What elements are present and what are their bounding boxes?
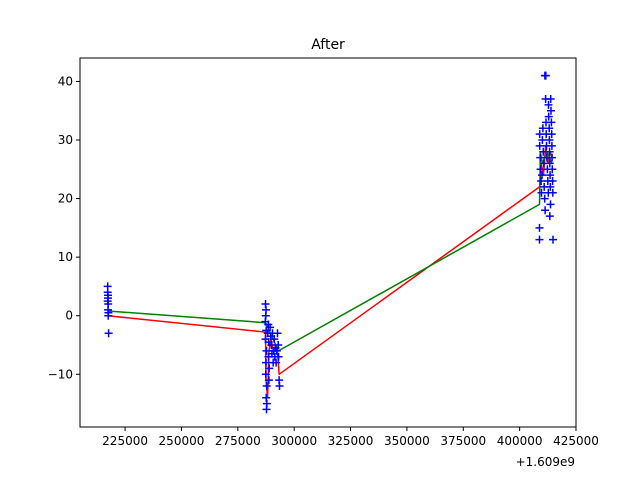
axes-frame xyxy=(79,57,577,428)
data-point xyxy=(536,153,545,162)
y-tick-label: 30 xyxy=(58,133,73,147)
x-tick-label: 300000 xyxy=(271,434,317,448)
data-point xyxy=(262,346,271,355)
data-point xyxy=(536,165,545,174)
data-point xyxy=(544,100,553,109)
x-tick-label: 400000 xyxy=(497,434,543,448)
x-axis-offset-label: +1.609e9 xyxy=(516,455,575,469)
data-point xyxy=(546,182,555,191)
data-point xyxy=(540,194,549,203)
x-tick-label: 225000 xyxy=(102,434,148,448)
data-point xyxy=(545,124,554,133)
data-point xyxy=(262,358,270,367)
data-point xyxy=(267,341,276,349)
data-point xyxy=(266,323,275,332)
x-tick-label: 250000 xyxy=(159,434,205,448)
data-point xyxy=(537,177,546,185)
data-point xyxy=(262,405,271,414)
data-point xyxy=(548,188,557,197)
data-point xyxy=(261,370,270,379)
data-point xyxy=(548,153,557,162)
data-point xyxy=(104,311,113,320)
data-point xyxy=(541,71,550,80)
data-point xyxy=(275,382,284,390)
data-point xyxy=(546,171,555,180)
data-point xyxy=(535,223,544,232)
axes: 225000 250000 275000 300000 325000 350000 3750… xyxy=(48,74,599,448)
data-point xyxy=(274,352,283,361)
y-tick-label: −10 xyxy=(48,367,73,381)
plot-area xyxy=(103,71,557,414)
data-point xyxy=(104,294,112,303)
data-point xyxy=(272,358,281,367)
data-point xyxy=(104,329,113,338)
x-tick-label: 275000 xyxy=(215,434,261,448)
data-point xyxy=(535,141,544,150)
data-point xyxy=(274,341,283,349)
data-point xyxy=(273,329,282,338)
data-point xyxy=(547,106,555,115)
data-point xyxy=(545,136,554,144)
data-point xyxy=(538,136,547,144)
data-point xyxy=(270,335,279,344)
data-point xyxy=(535,235,544,244)
data-point xyxy=(537,188,546,197)
chart-title: After xyxy=(311,37,345,53)
x-tick-label: 325000 xyxy=(328,434,374,448)
data-point xyxy=(545,159,554,168)
data-point xyxy=(272,346,281,355)
data-point xyxy=(538,171,546,180)
x-tick-label: 350000 xyxy=(384,434,430,448)
y-tick-label: 0 xyxy=(65,309,73,323)
data-point xyxy=(546,95,555,103)
data-point xyxy=(541,206,550,215)
data-point xyxy=(544,112,553,121)
y-tick-label: 10 xyxy=(58,250,73,264)
y-tick-label: 20 xyxy=(58,192,73,206)
data-point xyxy=(549,235,557,244)
data-point xyxy=(547,130,556,139)
data-point xyxy=(545,212,554,221)
data-point xyxy=(548,165,557,174)
data-point xyxy=(548,177,557,185)
x-tick-label: 425000 xyxy=(553,434,599,448)
y-tick-label: 40 xyxy=(58,74,73,88)
data-point xyxy=(545,147,554,156)
data-point xyxy=(262,382,271,390)
x-tick-label: 375000 xyxy=(440,434,486,448)
data-point xyxy=(547,141,556,150)
data-point xyxy=(546,200,555,209)
data-point xyxy=(265,364,274,373)
data-point xyxy=(264,376,273,385)
data-point xyxy=(547,118,556,127)
